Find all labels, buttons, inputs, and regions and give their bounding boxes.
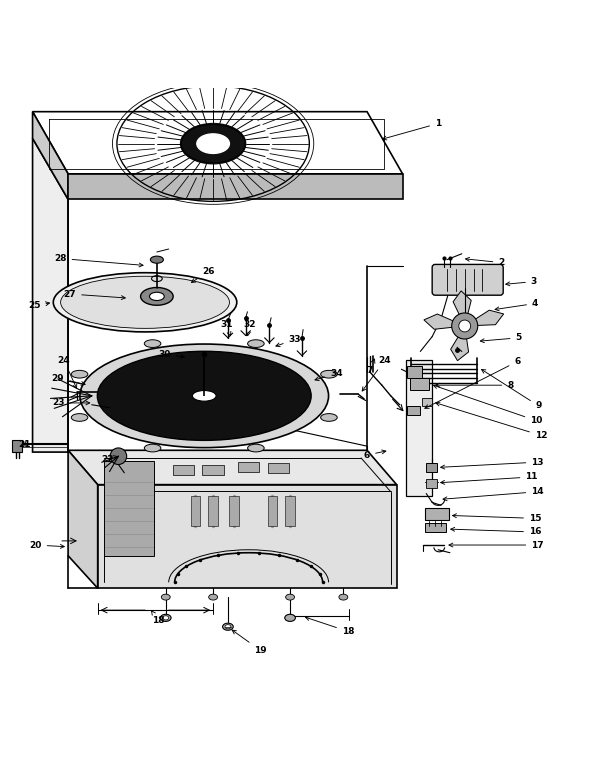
Text: 11: 11 [440, 472, 538, 485]
Polygon shape [424, 314, 465, 329]
Text: 6: 6 [364, 450, 386, 459]
Bar [425, 508, 449, 520]
Circle shape [110, 448, 127, 465]
Ellipse shape [71, 370, 88, 378]
Bar [229, 496, 239, 526]
Text: 25: 25 [28, 301, 50, 310]
Ellipse shape [53, 273, 237, 332]
Bar [422, 398, 432, 406]
Ellipse shape [149, 293, 164, 300]
Ellipse shape [60, 276, 230, 329]
Polygon shape [68, 450, 397, 485]
Text: 3: 3 [506, 277, 537, 286]
FancyBboxPatch shape [432, 264, 503, 295]
Ellipse shape [80, 344, 329, 448]
Ellipse shape [208, 594, 217, 600]
Text: 27: 27 [63, 290, 126, 300]
Ellipse shape [247, 444, 264, 452]
Ellipse shape [144, 339, 161, 347]
Text: 21: 21 [18, 440, 31, 449]
Text: 9: 9 [481, 369, 542, 410]
Ellipse shape [321, 370, 337, 378]
Ellipse shape [285, 594, 295, 600]
Text: 20: 20 [30, 541, 65, 550]
Polygon shape [104, 461, 154, 556]
Ellipse shape [181, 124, 246, 164]
Text: 17: 17 [449, 541, 544, 550]
Bar [238, 462, 259, 472]
Text: 24: 24 [362, 356, 391, 391]
Text: 22: 22 [101, 455, 117, 464]
Bar [191, 496, 200, 526]
Bar [426, 463, 437, 472]
Ellipse shape [144, 444, 161, 452]
Polygon shape [465, 310, 504, 326]
Bar [407, 366, 422, 378]
Bar [426, 478, 437, 488]
Ellipse shape [192, 390, 216, 401]
Bar [425, 523, 446, 532]
Ellipse shape [71, 414, 88, 422]
Polygon shape [453, 291, 471, 326]
Ellipse shape [225, 624, 231, 629]
Text: 14: 14 [443, 487, 544, 501]
Ellipse shape [97, 351, 311, 440]
Bar [173, 465, 194, 475]
Ellipse shape [140, 287, 173, 305]
Text: 32: 32 [243, 320, 256, 336]
Text: 16: 16 [451, 528, 542, 537]
Text: 5: 5 [480, 333, 522, 343]
Text: 8: 8 [436, 381, 513, 389]
Polygon shape [68, 174, 403, 199]
Polygon shape [451, 326, 469, 361]
Ellipse shape [197, 134, 229, 154]
Bar [268, 496, 277, 526]
Text: 31: 31 [220, 320, 233, 336]
Polygon shape [68, 450, 98, 588]
Text: 24: 24 [57, 356, 77, 389]
Bar [202, 465, 224, 475]
Text: 18: 18 [305, 617, 355, 636]
Bar [410, 378, 429, 390]
Text: 6: 6 [425, 357, 520, 409]
Bar [285, 496, 295, 526]
Text: 26: 26 [191, 267, 215, 283]
Text: 30: 30 [159, 350, 185, 359]
Ellipse shape [223, 623, 233, 631]
Ellipse shape [161, 594, 170, 600]
Ellipse shape [321, 414, 337, 422]
Bar [208, 496, 218, 526]
Text: 1: 1 [382, 119, 441, 140]
Text: 13: 13 [440, 458, 544, 469]
Text: 12: 12 [436, 402, 548, 440]
Bar [407, 406, 420, 415]
Text: 29: 29 [52, 373, 85, 386]
Ellipse shape [285, 614, 295, 621]
Text: 10: 10 [433, 385, 542, 425]
Text: 2: 2 [465, 257, 504, 267]
Text: 28: 28 [54, 254, 143, 267]
Text: 23: 23 [52, 399, 90, 408]
Text: 4: 4 [495, 299, 538, 311]
Polygon shape [33, 111, 403, 174]
Ellipse shape [160, 614, 171, 621]
Ellipse shape [163, 616, 169, 620]
Polygon shape [33, 138, 68, 452]
Text: 33: 33 [276, 335, 301, 346]
Text: 34: 34 [315, 369, 343, 381]
Bar [268, 463, 289, 473]
Circle shape [459, 320, 471, 332]
Ellipse shape [150, 256, 163, 263]
Ellipse shape [247, 339, 264, 347]
Ellipse shape [339, 594, 348, 600]
Text: 19: 19 [232, 630, 267, 655]
Text: 7: 7 [367, 359, 375, 375]
Text: 15: 15 [452, 514, 542, 523]
Text: 18: 18 [152, 611, 165, 625]
Circle shape [452, 313, 478, 339]
Polygon shape [98, 485, 397, 588]
Polygon shape [33, 111, 68, 199]
Polygon shape [406, 360, 432, 496]
Polygon shape [12, 440, 22, 452]
